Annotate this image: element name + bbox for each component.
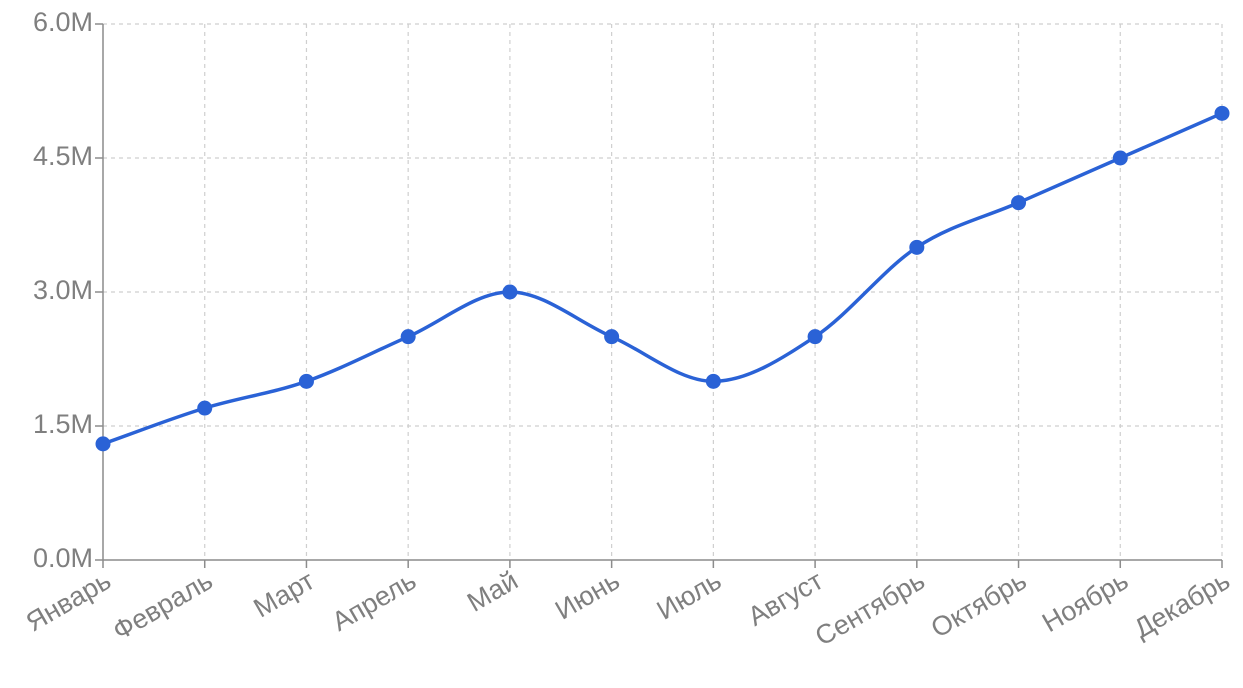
data-point[interactable]: [807, 329, 823, 345]
y-axis-ticks: 0.0M 1.5M 3.0M 4.5M 6.0M: [33, 7, 103, 573]
x-tick-label: Сентябрь: [810, 565, 930, 651]
data-point[interactable]: [909, 239, 925, 255]
x-tick-label: Февраль: [108, 565, 218, 646]
y-tick-label: 1.5M: [33, 409, 93, 439]
data-point[interactable]: [705, 373, 721, 389]
series-group: [95, 105, 1230, 452]
data-point[interactable]: [1011, 195, 1027, 211]
x-tick-label: Июль: [652, 565, 727, 625]
x-tick-label: Ноябрь: [1037, 565, 1133, 638]
x-tick-label: Июнь: [550, 565, 624, 625]
x-tick-label: Март: [249, 565, 320, 623]
data-point[interactable]: [400, 329, 416, 345]
data-point[interactable]: [1214, 105, 1230, 121]
x-tick-label: Май: [462, 565, 523, 617]
data-point[interactable]: [95, 436, 111, 452]
grid: [103, 23, 1223, 560]
data-point[interactable]: [298, 373, 314, 389]
x-tick-label: Январь: [21, 565, 116, 637]
data-point[interactable]: [197, 400, 213, 416]
data-point[interactable]: [1112, 150, 1128, 166]
y-tick-label: 4.5M: [33, 141, 93, 171]
data-point[interactable]: [502, 284, 518, 300]
y-tick-label: 0.0M: [33, 543, 93, 573]
y-tick-label: 6.0M: [33, 7, 93, 37]
axes: [102, 24, 1222, 561]
y-tick-label: 3.0M: [33, 275, 93, 305]
x-tick-label: Апрель: [327, 565, 421, 637]
x-tick-label: Декабрь: [1129, 565, 1235, 644]
series-line: [101, 111, 1224, 446]
x-tick-label: Октябрь: [926, 565, 1032, 643]
data-point[interactable]: [604, 329, 620, 345]
